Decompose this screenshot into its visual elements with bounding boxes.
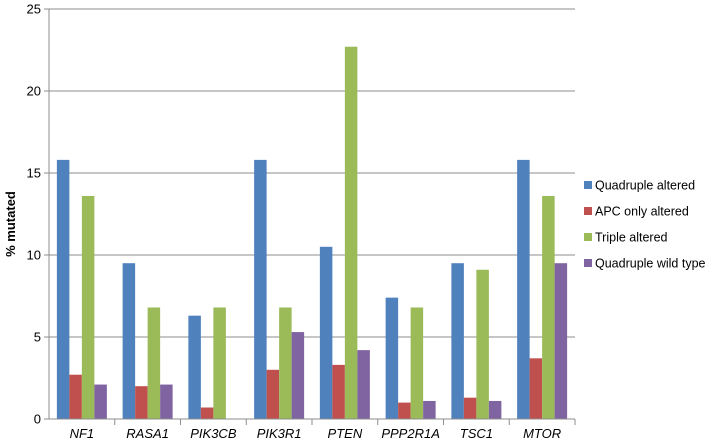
- legend: Quadruple altered APC only altered Triple …: [584, 179, 706, 271]
- x-category-label: PTEN: [328, 426, 363, 441]
- bar-pik3cb-series-2: [200, 407, 214, 419]
- bar-rasa1-series-3: [147, 307, 161, 419]
- bar-ppp2r1a-series-3: [410, 307, 424, 419]
- axes: [48, 9, 575, 420]
- x-category-labels: NF1 RASA1 PIK3CB PIK3R1 PTEN PPP2R1A TSC1 MTOR: [70, 426, 562, 441]
- bar-mtor-series-3: [542, 195, 555, 419]
- bar-rasa1-series-4: [160, 384, 173, 419]
- x-category-label: PPP2R1A: [381, 426, 440, 441]
- bar-pten-series-4: [357, 350, 370, 419]
- y-tick-label: 5: [34, 330, 41, 345]
- y-tick-label: 10: [27, 248, 41, 263]
- bar-pten-series-1: [319, 246, 333, 419]
- bars: [56, 46, 568, 419]
- legend-swatch: [584, 207, 592, 215]
- bar-pik3r1-series-1: [254, 159, 267, 419]
- bar-mtor-series-2: [529, 358, 543, 419]
- legend-swatch: [584, 181, 592, 189]
- y-tick-label: 0: [34, 412, 41, 427]
- bar-pik3cb-series-1: [188, 315, 201, 419]
- legend-label: APC only altered: [595, 205, 689, 219]
- legend-swatch: [584, 259, 592, 267]
- legend-label: Quadruple altered: [595, 179, 695, 193]
- bar-rasa1-series-1: [122, 263, 136, 419]
- x-category-label: NF1: [70, 426, 95, 441]
- legend-swatch: [584, 233, 592, 241]
- bar-ppp2r1a-series-2: [398, 402, 411, 419]
- bar-nf1-series-4: [94, 384, 107, 419]
- bar-rasa1-series-2: [135, 386, 148, 419]
- bar-ppp2r1a-series-4: [423, 400, 436, 419]
- bar-pik3r1-series-4: [291, 332, 305, 419]
- bar-nf1-series-3: [81, 195, 95, 419]
- legend-label: Quadruple wild type: [595, 257, 706, 271]
- bar-nf1-series-2: [69, 374, 82, 419]
- y-axis-title: % mutated: [3, 191, 18, 257]
- bar-tsc1-series-1: [451, 263, 464, 419]
- bar-nf1-series-1: [56, 159, 70, 419]
- bar-pik3r1-series-2: [266, 369, 280, 419]
- bar-pten-series-3: [344, 46, 358, 419]
- bar-ppp2r1a-series-1: [385, 297, 399, 419]
- bar-pten-series-2: [332, 364, 345, 419]
- legend-label: Triple altered: [595, 231, 668, 245]
- y-tick-label: 20: [27, 84, 41, 99]
- x-category-label: TSC1: [460, 426, 493, 441]
- bar-mtor-series-4: [554, 263, 568, 419]
- x-category-label: MTOR: [523, 426, 561, 441]
- x-category-label: RASA1: [126, 426, 169, 441]
- x-category-label: PIK3R1: [257, 426, 302, 441]
- bar-pik3cb-series-3: [213, 307, 226, 419]
- bar-mtor-series-1: [517, 159, 530, 419]
- bar-pik3r1-series-3: [279, 307, 292, 419]
- y-tick-label: 25: [27, 2, 41, 17]
- bar-tsc1-series-4: [488, 400, 502, 419]
- y-tick-labels: 0 5 10 15 20 25: [27, 2, 41, 427]
- x-category-label: PIK3CB: [190, 426, 237, 441]
- bar-tsc1-series-3: [476, 269, 489, 419]
- bar-tsc1-series-2: [463, 397, 477, 419]
- y-tick-label: 15: [27, 166, 41, 181]
